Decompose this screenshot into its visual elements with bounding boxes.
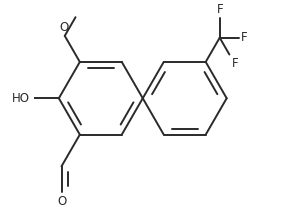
Text: O: O xyxy=(59,21,68,34)
Text: F: F xyxy=(232,57,238,70)
Text: O: O xyxy=(57,195,66,208)
Text: HO: HO xyxy=(12,92,30,105)
Text: F: F xyxy=(241,31,248,44)
Text: F: F xyxy=(216,3,223,16)
